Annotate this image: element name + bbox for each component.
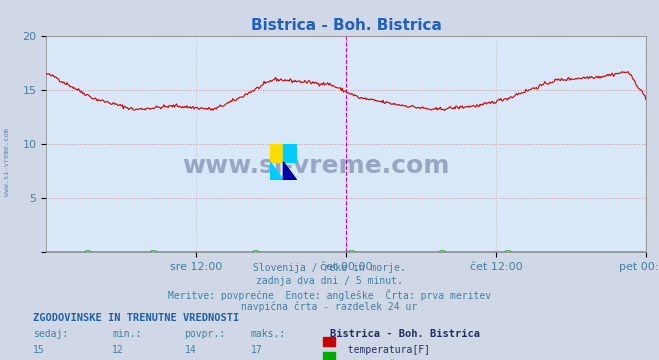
Polygon shape: [270, 162, 283, 180]
Text: sedaj:: sedaj:: [33, 329, 68, 339]
Text: 17: 17: [250, 345, 262, 355]
Text: povpr.:: povpr.:: [185, 329, 225, 339]
Text: min.:: min.:: [112, 329, 142, 339]
Title: Bistrica - Boh. Bistrica: Bistrica - Boh. Bistrica: [250, 18, 442, 33]
Text: 15: 15: [33, 345, 45, 355]
Text: maks.:: maks.:: [250, 329, 285, 339]
Polygon shape: [283, 162, 297, 180]
Text: 12: 12: [112, 345, 124, 355]
Text: 14: 14: [185, 345, 196, 355]
Text: Slovenija / reke in morje.: Slovenija / reke in morje.: [253, 263, 406, 273]
Bar: [270, 144, 283, 162]
Text: zadnja dva dni / 5 minut.: zadnja dva dni / 5 minut.: [256, 276, 403, 286]
Text: ZGODOVINSKE IN TRENUTNE VREDNOSTI: ZGODOVINSKE IN TRENUTNE VREDNOSTI: [33, 313, 239, 323]
Text: Meritve: povprečne  Enote: angleške  Črta: prva meritev: Meritve: povprečne Enote: angleške Črta:…: [168, 289, 491, 301]
Text: navpična črta - razdelek 24 ur: navpična črta - razdelek 24 ur: [241, 302, 418, 312]
Bar: [283, 144, 297, 162]
Text: temperatura[F]: temperatura[F]: [336, 345, 430, 355]
Text: www.si-vreme.com: www.si-vreme.com: [3, 128, 10, 196]
Text: Bistrica - Boh. Bistrica: Bistrica - Boh. Bistrica: [330, 329, 480, 339]
Text: www.si-vreme.com: www.si-vreme.com: [183, 154, 449, 177]
